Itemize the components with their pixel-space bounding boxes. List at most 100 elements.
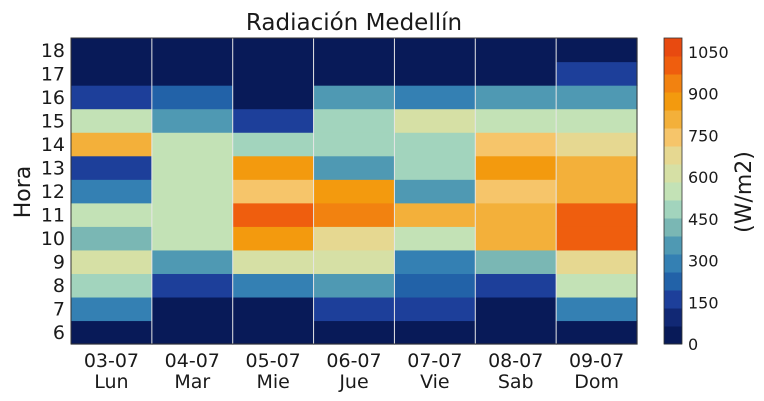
y-tick-label: 12 [41,181,65,203]
heatmap-cell-06-07-h9 [313,249,396,274]
x-tick-day: Dom [574,371,619,393]
colorbar-tick-label: 300 [688,252,719,271]
heatmap-cell-07-07-h14 [394,132,476,157]
heatmap-cell-04-07-h16 [151,85,234,110]
x-tick-date: 03-07 [84,350,139,372]
heatmap-cell-04-07-h13 [151,155,234,180]
heatmap-cell-06-07-h16 [313,85,396,110]
heatmap-cell-06-07-h13 [313,155,396,180]
heatmap-cell-07-07-h7 [394,296,476,322]
heatmap-cell-06-07-h15 [313,108,396,133]
heatmap-cell-09-07-h11 [556,202,638,227]
heatmap-cell-07-07-h9 [394,249,476,274]
heatmap-cell-03-07-h12 [71,179,153,204]
heatmap-cell-08-07-h14 [475,132,557,157]
y-tick-label: 8 [53,275,65,297]
heatmap-cell-05-07-h12 [232,179,315,204]
heatmap-cell-09-07-h9 [556,249,638,274]
heatmap-cell-08-07-h8 [475,273,557,298]
heatmap-cell-05-07-h16 [232,85,315,110]
x-tick-date: 04-07 [165,350,220,372]
heatmap-cell-04-07-h15 [151,108,234,133]
colorbar-segment [664,218,682,237]
heatmap-cell-03-07-h13 [71,155,153,180]
y-tick-label: 10 [41,228,65,250]
colorbar-tick-label: 0 [688,335,698,354]
heatmap-cell-04-07-h14 [151,132,234,157]
heatmap-cell-05-07-h8 [232,273,315,298]
x-tick-day: Mar [174,371,210,393]
heatmap-cell-09-07-h14 [556,132,638,157]
heatmap-cell-08-07-h10 [475,226,557,251]
heatmap-cell-08-07-h17 [475,61,557,86]
colorbar-segment [664,164,682,183]
heatmap-cell-04-07-h12 [151,179,234,204]
heatmap-cell-08-07-h11 [475,202,557,227]
y-tick-label: 11 [41,205,65,227]
heatmap-cell-07-07-h17 [394,61,476,86]
heatmap-cell-05-07-h7 [232,296,315,322]
colorbar-segment [664,200,682,219]
colorbar-label: (W/m2) [732,151,757,233]
column-separators [151,38,557,344]
x-tick-date: 09-07 [569,350,624,372]
heatmap-cell-03-07-h9 [71,249,153,274]
heatmap-cell-07-07-h11 [394,202,476,227]
x-tick-day: Mie [256,371,289,393]
colorbar-tick-label: 900 [688,85,719,104]
y-tick-label: 7 [53,299,65,321]
colorbar-segment [664,326,682,345]
heatmap-cell-06-07-h17 [313,61,396,86]
colorbar-segment [664,56,682,75]
heatmap-cell-09-07-h18 [556,38,638,63]
heatmap-cell-04-07-h17 [151,61,234,86]
heatmap-cell-07-07-h16 [394,85,476,110]
colorbar-segment [664,38,682,57]
heatmap-cell-07-07-h15 [394,108,476,133]
y-tick-label: 13 [41,157,65,179]
heatmap-cell-06-07-h12 [313,179,396,204]
heatmap-cell-08-07-h7 [475,296,557,322]
chart-title: Radiación Medellín [246,10,462,36]
heatmap-cells [71,38,638,345]
y-tick-label: 18 [41,40,65,62]
heatmap-cell-08-07-h18 [475,38,557,63]
heatmap-cell-08-07-h15 [475,108,557,133]
heatmap-cell-05-07-h17 [232,61,315,86]
heatmap-cell-05-07-h11 [232,202,315,227]
heatmap-cell-07-07-h8 [394,273,476,298]
heatmap-cell-07-07-h6 [394,320,476,345]
y-tick-label: 14 [41,134,65,156]
heatmap-cell-05-07-h14 [232,132,315,157]
colorbar-tick-label: 150 [688,293,719,312]
y-axis-label: Hora [11,166,36,219]
heatmap-cell-04-07-h8 [151,273,234,298]
y-tick-label: 16 [41,87,65,109]
heatmap-cell-08-07-h16 [475,85,557,110]
heatmap-cell-03-07-h14 [71,132,153,157]
heatmap-cell-09-07-h7 [556,296,638,322]
colorbar-segment [664,290,682,309]
heatmap-cell-06-07-h11 [313,202,396,227]
heatmap-cell-04-07-h11 [151,202,234,227]
x-tick-date: 07-07 [407,350,462,372]
heatmap-cell-05-07-h15 [232,108,315,133]
y-tick-label: 15 [41,110,65,132]
heatmap-cell-07-07-h12 [394,179,476,204]
heatmap-cell-06-07-h10 [313,226,396,251]
heatmap-cell-04-07-h7 [151,296,234,322]
colorbar-segment [664,236,682,255]
heatmap-cell-04-07-h18 [151,38,234,63]
heatmap-cell-03-07-h15 [71,108,153,133]
heatmap-cell-05-07-h13 [232,155,315,180]
x-tick-day: Jue [338,371,368,393]
heatmap-cell-03-07-h11 [71,202,153,227]
colorbar [663,37,683,345]
colorbar-frame [663,37,683,345]
colorbar-tick-label: 750 [688,126,719,145]
heatmap-cell-04-07-h10 [151,226,234,251]
heatmap-cell-05-07-h6 [232,320,315,345]
heatmap-cell-09-07-h13 [556,155,638,180]
heatmap-cell-04-07-h6 [151,320,234,345]
colorbar-segment [664,74,682,93]
